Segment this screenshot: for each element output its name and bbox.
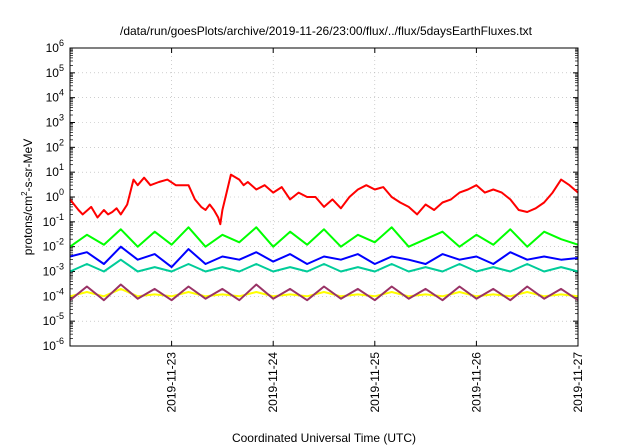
series-line-0 (69, 173, 579, 226)
y-tick-label: 104 (46, 88, 64, 105)
y-tick-label: 10-2 (43, 237, 64, 254)
y-tick-exp: 5 (59, 63, 64, 73)
x-tick-label: 2019-11-23 (165, 352, 179, 413)
series-line-2 (69, 245, 579, 269)
y-tick-exp: -5 (56, 311, 64, 321)
y-tick-base: 10 (43, 265, 57, 279)
y-tick-label: 10-5 (43, 311, 64, 328)
y-tick-label: 106 (46, 38, 64, 55)
y-tick-label: 10-4 (43, 286, 64, 303)
y-axis-label-main: protons/cm (21, 196, 35, 255)
y-tick-exp: -3 (56, 262, 64, 272)
x-tick-label: 2019-11-27 (571, 352, 585, 413)
y-tick-exp: -2 (56, 237, 64, 247)
x-tick-label: 2019-11-26 (469, 352, 483, 413)
y-tick-exp: -4 (56, 286, 64, 296)
chart-title: /data/run/goesPlots/archive/2019-11-26/2… (120, 24, 533, 38)
y-tick-base: 10 (46, 165, 60, 179)
x-tick-label: 2019-11-25 (368, 352, 382, 413)
y-tick-label: 101 (46, 162, 64, 179)
series-line-1 (69, 226, 579, 248)
y-axis-label-tail: -s-sr-MeV (21, 139, 35, 192)
y-tick-label: 102 (46, 137, 64, 154)
y-tick-exp: 2 (59, 137, 64, 147)
series-lines (69, 173, 579, 302)
y-tick-label: 100 (46, 187, 64, 204)
y-tick-base: 10 (43, 314, 57, 328)
plot-frame (69, 47, 579, 347)
y-tick-base: 10 (46, 116, 60, 130)
y-axis-label: protons/cm2-s-sr-MeV (20, 139, 35, 255)
y-tick-exp: 3 (59, 113, 64, 123)
y-tick-base: 10 (46, 41, 60, 55)
y-ticks: 10-610-510-410-310-210-11001011021031041… (43, 38, 578, 353)
y-tick-label: 105 (46, 63, 64, 80)
y-tick-exp: -1 (56, 212, 64, 222)
y-tick-base: 10 (46, 91, 60, 105)
y-tick-label: 10-6 (43, 336, 64, 353)
y-tick-label: 103 (46, 113, 64, 130)
y-axis-label-sup: 2 (20, 191, 29, 196)
x-axis-label: Coordinated Universal Time (UTC) (232, 431, 416, 445)
series-line-3 (69, 258, 579, 273)
grid (70, 48, 578, 346)
series-line-4 (69, 287, 579, 298)
y-tick-label: 10-3 (43, 262, 64, 279)
y-tick-exp: 4 (59, 88, 64, 98)
y-tick-base: 10 (46, 140, 60, 154)
y-tick-base: 10 (43, 240, 57, 254)
y-tick-label: 10-1 (43, 212, 64, 229)
y-tick-exp: 0 (59, 187, 64, 197)
x-ticks: 2019-11-23 2019-11-24 2019-11-25 2019-11-26… (165, 48, 585, 413)
y-tick-base: 10 (43, 339, 57, 353)
y-tick-base: 10 (46, 66, 60, 80)
x-tick-label: 2019-11-24 (266, 352, 280, 413)
y-tick-exp: 6 (59, 38, 64, 48)
y-tick-exp: 1 (59, 162, 64, 172)
y-tick-base: 10 (46, 190, 60, 204)
y-tick-exp: -6 (56, 336, 64, 346)
series-line-5 (69, 283, 579, 302)
y-tick-base: 10 (43, 215, 57, 229)
y-tick-base: 10 (43, 289, 57, 303)
